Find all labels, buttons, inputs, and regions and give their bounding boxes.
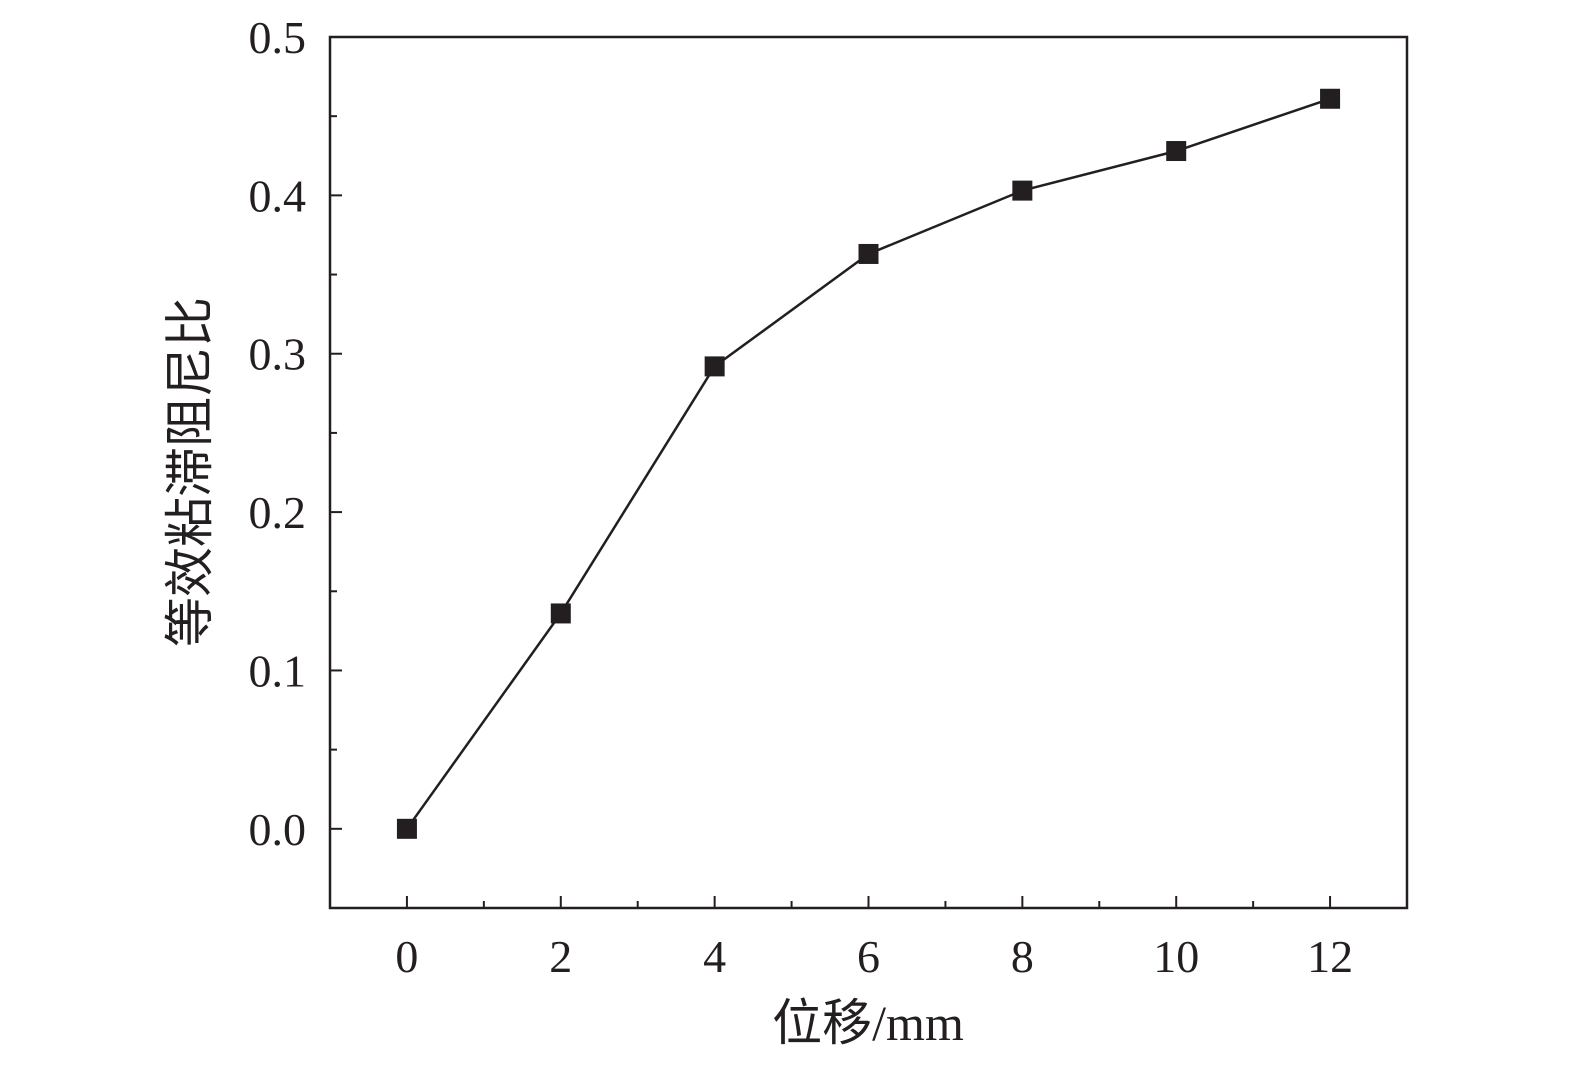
data-point	[550, 603, 571, 624]
y-tick-label: 0.3	[249, 329, 307, 380]
x-tick-label: 6	[857, 931, 880, 982]
series-markers	[396, 88, 1341, 839]
axis-ticks	[330, 36, 1332, 909]
x-tick-label: 12	[1307, 931, 1353, 982]
y-tick-label: 0.2	[249, 487, 307, 538]
data-point	[1166, 141, 1187, 162]
x-axis-label: 位移/mm	[772, 995, 964, 1051]
data-point	[704, 356, 725, 377]
y-tick-label: 0.4	[249, 170, 307, 221]
x-tick-label: 8	[1011, 931, 1034, 982]
data-point	[858, 243, 879, 264]
x-tick-label: 2	[549, 931, 572, 982]
series-line	[405, 97, 1331, 830]
x-tick-label: 10	[1153, 931, 1199, 982]
y-tick-label: 0.1	[249, 645, 307, 696]
y-tick-label: 0.5	[249, 12, 307, 63]
plot-frame	[328, 35, 1409, 910]
data-point	[1320, 88, 1341, 109]
x-tick-label: 4	[703, 931, 726, 982]
y-axis-label: 等效粘滞阻尼比	[162, 297, 218, 647]
x-tick-label: 0	[395, 931, 418, 982]
axis-tick-labels: 0 2 4 6 8 10 12 0.0 0.1 0.2 0.3 0.4 0.5	[249, 12, 1354, 982]
data-point	[1012, 180, 1033, 201]
y-tick-label: 0.0	[249, 804, 307, 855]
data-point	[396, 818, 417, 839]
